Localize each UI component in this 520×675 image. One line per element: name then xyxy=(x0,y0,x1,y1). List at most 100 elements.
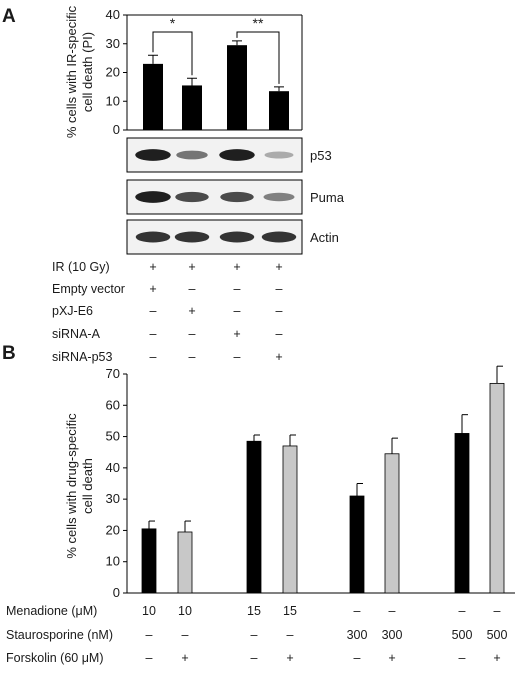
b-y-tick-label: 10 xyxy=(106,554,120,569)
b-bar xyxy=(489,382,505,594)
a-condition-mark: + xyxy=(233,260,240,274)
a-condition-mark: – xyxy=(189,350,196,364)
a-y-tick-label: 30 xyxy=(106,36,120,51)
b-condition-mark: 300 xyxy=(382,628,403,642)
b-condition-mark: 500 xyxy=(452,628,473,642)
a-y-axis-title: % cells with IR-specific xyxy=(64,5,79,138)
b-condition-mark: 10 xyxy=(142,604,156,618)
b-y-tick-label: 20 xyxy=(106,522,120,537)
panel-a: 0 10 20 30 40 % cells with IR-specific cell de… xyxy=(52,5,345,364)
b-condition-mark: 15 xyxy=(283,604,297,618)
b-y-tick-label: 60 xyxy=(106,397,120,412)
a-condition-mark: – xyxy=(189,327,196,341)
a-significance-bracket xyxy=(236,31,280,84)
b-bar xyxy=(454,433,470,594)
blot-band xyxy=(175,191,209,203)
b-condition-mark: – xyxy=(182,628,189,642)
b-condition-mark: 10 xyxy=(178,604,192,618)
b-condition-mark: – xyxy=(251,628,258,642)
a-condition-label: pXJ-E6 xyxy=(52,304,93,318)
b-condition-mark: + xyxy=(388,651,395,665)
a-y-tick-label: 0 xyxy=(113,122,120,137)
b-y-tick-label: 30 xyxy=(106,491,120,506)
a-condition-label: IR (10 Gy) xyxy=(52,260,110,274)
a-condition-mark: – xyxy=(234,304,241,318)
a-bar xyxy=(269,91,289,130)
b-condition-label: Menadione (μM) xyxy=(6,604,97,618)
a-condition-mark: – xyxy=(276,327,283,341)
blot-band xyxy=(135,191,171,203)
b-y-tick-label: 40 xyxy=(106,460,120,475)
a-significance-bracket xyxy=(152,31,193,76)
a-condition-mark: – xyxy=(150,350,157,364)
a-condition-mark: + xyxy=(188,260,195,274)
b-y-tick-label: 70 xyxy=(106,366,120,381)
b-y-tick-label: 0 xyxy=(113,585,120,600)
b-bar xyxy=(141,528,157,594)
b-condition-mark: – xyxy=(459,604,466,618)
a-bar xyxy=(143,63,163,130)
b-bar xyxy=(177,531,193,594)
b-condition-mark: – xyxy=(389,604,396,618)
blot-band xyxy=(135,149,171,161)
a-condition-mark: – xyxy=(234,350,241,364)
a-condition-mark: – xyxy=(276,282,283,296)
blot-label: Puma xyxy=(310,190,345,205)
a-bar xyxy=(227,45,247,130)
blot-label: p53 xyxy=(310,148,332,163)
blot-band xyxy=(219,231,255,243)
b-bar xyxy=(384,453,400,594)
b-condition-mark: + xyxy=(493,651,500,665)
b-condition-mark: 500 xyxy=(487,628,508,642)
a-condition-mark: – xyxy=(189,282,196,296)
blot-band xyxy=(220,191,254,203)
a-y-tick-label: 20 xyxy=(106,65,120,80)
a-significance-label: ** xyxy=(253,15,264,31)
b-bar xyxy=(349,495,365,594)
a-condition-mark: – xyxy=(234,282,241,296)
blot-label: Actin xyxy=(310,230,339,245)
a-y-tick-label: 40 xyxy=(106,7,120,22)
a-condition-label: Empty vector xyxy=(52,282,125,296)
b-condition-label: Forskolin (60 μM) xyxy=(6,651,104,665)
a-y-axis-title: cell death (PI) xyxy=(80,32,95,112)
b-condition-mark: + xyxy=(181,651,188,665)
panel-b-label: B xyxy=(2,343,16,364)
a-condition-mark: + xyxy=(275,350,282,364)
a-condition-mark: – xyxy=(150,304,157,318)
b-bar xyxy=(282,445,298,594)
blot-band xyxy=(261,231,297,243)
b-condition-mark: 300 xyxy=(347,628,368,642)
panel-a-label: A xyxy=(2,6,16,27)
b-condition-mark: + xyxy=(286,651,293,665)
blot-band xyxy=(264,151,294,159)
b-condition-mark: – xyxy=(459,651,466,665)
a-y-tick-label: 10 xyxy=(106,93,120,108)
blot-band xyxy=(219,149,255,161)
b-y-axis-title: cell death xyxy=(80,458,95,514)
b-condition-mark: – xyxy=(146,651,153,665)
blot-band xyxy=(135,231,171,243)
b-condition-mark: – xyxy=(354,651,361,665)
blot-band xyxy=(174,231,210,243)
b-condition-mark: – xyxy=(146,628,153,642)
a-condition-mark: + xyxy=(149,282,156,296)
b-condition-mark: – xyxy=(494,604,501,618)
b-condition-mark: 15 xyxy=(247,604,261,618)
a-significance-label: * xyxy=(170,15,176,31)
a-condition-label: siRNA-p53 xyxy=(52,350,112,364)
a-condition-mark: + xyxy=(188,304,195,318)
b-bar xyxy=(246,440,262,594)
b-condition-mark: – xyxy=(251,651,258,665)
a-condition-mark: + xyxy=(233,327,240,341)
b-y-tick-label: 50 xyxy=(106,429,120,444)
b-condition-mark: – xyxy=(354,604,361,618)
a-condition-mark: – xyxy=(276,304,283,318)
a-bar xyxy=(182,85,202,130)
blot-band xyxy=(176,150,208,160)
b-condition-label: Staurosporine (nM) xyxy=(6,628,113,642)
panel-b: 0 10 20 30 40 50 60 70 % cells with drug-specifi… xyxy=(6,365,515,665)
b-y-axis-title: % cells with drug-specific xyxy=(64,413,79,559)
a-condition-label: siRNA-A xyxy=(52,327,101,341)
